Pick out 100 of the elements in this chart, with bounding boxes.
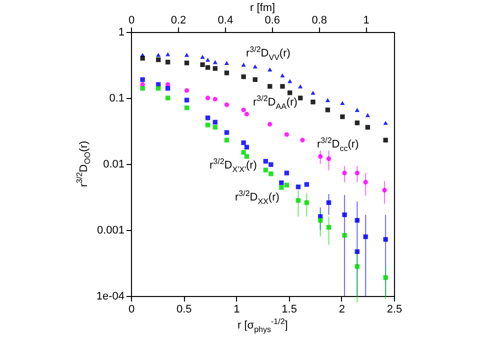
point [244, 154, 250, 159]
point [184, 105, 190, 110]
point [383, 275, 388, 280]
point [244, 112, 250, 116]
point [268, 84, 272, 89]
annotation: r$^{3/2}$D$_{cc}$(r) [317, 136, 359, 153]
point [383, 138, 388, 142]
point [326, 224, 332, 230]
point [241, 108, 246, 112]
point [288, 90, 292, 96]
point [326, 200, 332, 205]
point [200, 62, 205, 68]
annotation: r$^{3/2}$D$_{VV}$(r) [246, 45, 290, 62]
point [224, 102, 230, 108]
point [212, 124, 218, 130]
point [268, 171, 274, 176]
point [304, 182, 310, 187]
point [354, 264, 360, 269]
x2-tick-label: 0.4 [218, 14, 234, 26]
point [263, 158, 268, 164]
point [156, 52, 161, 57]
point [268, 68, 272, 72]
point [382, 188, 387, 193]
point [383, 237, 388, 242]
point [296, 184, 301, 190]
point [354, 249, 360, 254]
point [284, 170, 290, 176]
point [263, 168, 268, 172]
y-tick-label: 0.1 [109, 92, 124, 104]
x-tick-label: 2 [338, 304, 345, 316]
point [318, 154, 323, 159]
point [244, 144, 250, 150]
point [284, 182, 290, 188]
point [342, 170, 347, 176]
point [268, 162, 274, 167]
point [354, 218, 360, 223]
point [184, 60, 190, 66]
point [205, 65, 210, 70]
y-tick-label: 1 [118, 26, 124, 38]
point [268, 122, 272, 127]
point [300, 138, 305, 142]
point [325, 108, 330, 112]
point [241, 140, 246, 146]
x-tick-label: 0.5 [176, 304, 192, 316]
point [224, 60, 230, 65]
point [304, 200, 310, 205]
point [156, 57, 161, 62]
point [156, 86, 161, 91]
x2-tick-label: 0.6 [264, 14, 280, 26]
point [165, 60, 170, 64]
x2-tick-label: 0 [128, 14, 135, 26]
x-tick-label: 1.5 [282, 304, 297, 316]
point [252, 64, 258, 69]
point [310, 100, 316, 104]
x-tick-label: 1 [234, 304, 240, 316]
point [365, 124, 370, 130]
point [298, 96, 303, 100]
point [325, 98, 330, 102]
annotation: r$^{3/2}$D$_{AA}$(r) [253, 94, 298, 111]
point [140, 56, 145, 61]
x2-tick-label: 1 [363, 14, 370, 26]
point [363, 180, 368, 185]
point [340, 114, 345, 120]
x-axis-title: r [σ$_{phys}$$^{-1/2}$] [238, 317, 288, 334]
point [241, 150, 246, 155]
point [140, 86, 145, 91]
point [280, 84, 285, 89]
point [224, 130, 230, 135]
x2-tick-label: 0.8 [312, 14, 328, 26]
point [363, 234, 368, 240]
point [165, 96, 170, 100]
point [165, 86, 170, 91]
x-tick-label: 2.5 [386, 304, 402, 316]
point [279, 180, 284, 186]
point [310, 90, 316, 95]
point [288, 79, 292, 84]
point [252, 77, 258, 82]
point [342, 212, 347, 218]
point [200, 54, 205, 59]
point [184, 88, 190, 93]
point [354, 108, 360, 112]
point [224, 70, 230, 76]
point [365, 113, 370, 118]
point [340, 100, 345, 106]
y-tick-label: 0.001 [96, 224, 124, 236]
x2-tick-label: 0.2 [170, 14, 186, 26]
point [165, 52, 170, 56]
point [354, 120, 360, 126]
point [212, 66, 218, 71]
point [184, 98, 190, 102]
point [354, 170, 360, 176]
point [342, 232, 347, 238]
point [205, 122, 210, 128]
point [326, 156, 332, 162]
point [205, 58, 210, 62]
point [383, 120, 388, 125]
point [241, 74, 246, 80]
y-tick-label: 1e-04 [96, 290, 124, 302]
point [296, 198, 301, 203]
point [212, 60, 218, 64]
